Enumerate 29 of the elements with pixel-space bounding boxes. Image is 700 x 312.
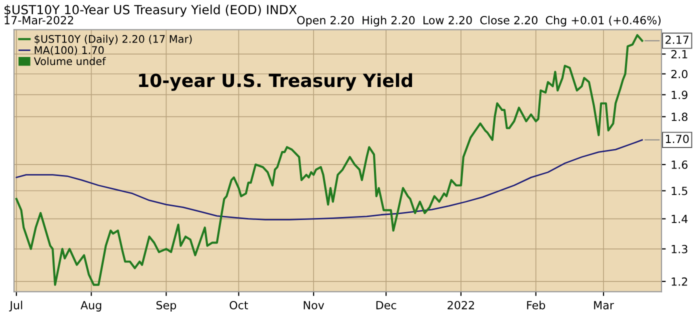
annotation: Volume undef bbox=[34, 57, 106, 66]
annotation: 2.17 bbox=[666, 36, 689, 44]
x-tick-label: Nov bbox=[304, 301, 324, 310]
line-series bbox=[16, 139, 643, 220]
chart-title: $UST10Y 10-Year US Treasury Yield (EOD) INDX bbox=[4, 4, 297, 17]
line-series bbox=[15, 34, 644, 286]
y-tick-label: 1.9 bbox=[672, 90, 688, 100]
y-tick-label: 1.8 bbox=[672, 112, 688, 122]
legend-label: $UST10Y (Daily) 2.20 (17 Mar) bbox=[34, 34, 192, 45]
annotation: 10-year U.S. Treasury Yield bbox=[139, 73, 412, 91]
legend-label: MA(100) 1.70 bbox=[34, 46, 104, 56]
x-tick-label: Mar bbox=[594, 301, 614, 310]
x-tick-label: Dec bbox=[376, 301, 396, 310]
text: Open 2.20 High 2.20 Low 2.20 Close 2.20 Chg +0.01 (+0.46%) bbox=[297, 16, 661, 27]
y-tick-label: 1.6 bbox=[672, 160, 688, 169]
x-tick-label: 2022 bbox=[448, 300, 474, 310]
y-tick-label: 1.2 bbox=[672, 277, 688, 286]
x-tick-label: Sep bbox=[156, 300, 176, 312]
y-tick-label: 1.3 bbox=[672, 244, 688, 254]
y-tick-label: 1.5 bbox=[672, 186, 688, 196]
y-tick-label: 2.1 bbox=[671, 50, 688, 58]
x-tick-label: Feb bbox=[527, 300, 546, 310]
x-tick-label: Jul bbox=[9, 300, 22, 312]
x-tick-label: Aug bbox=[80, 301, 102, 312]
y-tick-label: 1.4 bbox=[672, 214, 688, 224]
x-tick-label: Oct bbox=[230, 300, 248, 310]
y-tick-label: 2.0 bbox=[671, 70, 688, 78]
annotation: 1.70 bbox=[666, 134, 689, 144]
chart-subtitle: 17-Mar-2022 bbox=[4, 16, 74, 24]
